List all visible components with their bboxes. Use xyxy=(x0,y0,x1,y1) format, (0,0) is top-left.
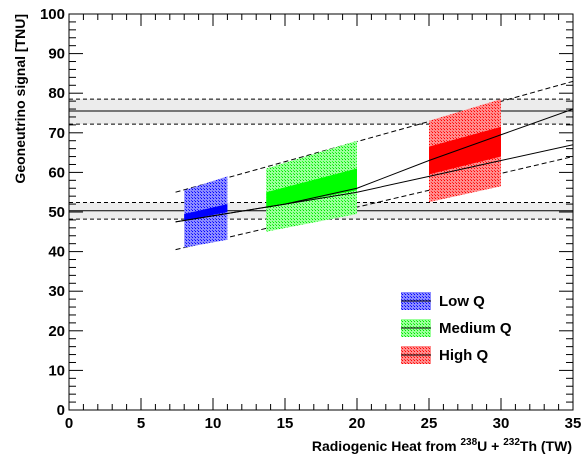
legend-label-2: High Q xyxy=(439,347,488,364)
series-areas xyxy=(184,99,501,248)
y-tick-label-6: 60 xyxy=(48,164,65,181)
center-lines xyxy=(175,108,573,223)
y-tick-label-3: 30 xyxy=(48,283,65,300)
y-tick-label-9: 90 xyxy=(48,46,65,63)
x-tick-label-5: 25 xyxy=(421,415,438,432)
envelope-lower-line xyxy=(175,156,573,251)
x-tick-label-3: 15 xyxy=(277,415,294,432)
x-tick-label-7: 35 xyxy=(565,415,582,432)
y-tick-label-1: 10 xyxy=(48,362,65,379)
x-tick-label-0: 0 xyxy=(65,415,73,432)
legend-label-1: Medium Q xyxy=(439,320,512,337)
y-tick-label-7: 70 xyxy=(48,125,65,142)
x-axis-ticks: 0 5 10 15 20 25 30 35 xyxy=(65,14,582,432)
series-core-1 xyxy=(266,168,357,209)
y-tick-label-4: 40 xyxy=(48,244,65,261)
y-axis-label: Geoneutrino signal [TNU] xyxy=(12,14,28,184)
y-axis-ticks: 0 10 20 30 40 50 60 70 80 90 100 xyxy=(40,6,573,419)
center-line-1 xyxy=(175,144,573,223)
legend-label-0: Low Q xyxy=(439,293,485,310)
series-core-2 xyxy=(429,126,501,175)
legend: Low Q Medium Q High Q xyxy=(401,292,512,364)
y-tick-label-8: 80 xyxy=(48,85,65,102)
x-tick-label-4: 20 xyxy=(349,415,366,432)
y-tick-label-0: 0 xyxy=(57,402,65,419)
y-tick-label-5: 50 xyxy=(48,204,65,221)
series-core-0 xyxy=(184,204,228,221)
x-tick-label-6: 30 xyxy=(493,415,510,432)
envelope-lines xyxy=(175,80,573,251)
x-tick-label-2: 10 xyxy=(205,415,222,432)
y-tick-label-10: 100 xyxy=(40,6,65,23)
x-axis-label: Radiogenic Heat from 238U + 232Th (TW) xyxy=(312,437,572,454)
x-tick-label-1: 5 xyxy=(137,415,145,432)
envelope-upper-line xyxy=(175,80,573,193)
y-tick-label-2: 20 xyxy=(48,323,65,340)
